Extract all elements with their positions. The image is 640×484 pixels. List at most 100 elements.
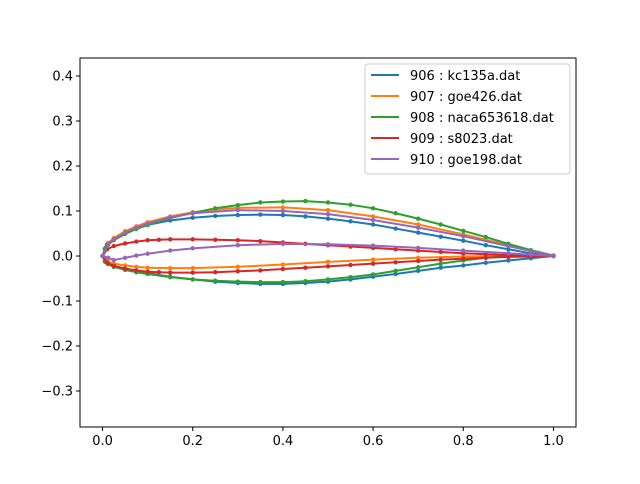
- y-tick-label: −0.1: [41, 295, 73, 310]
- data-point-910-goe198-dat: [370, 243, 376, 248]
- x-tick-label: 0.6: [363, 434, 384, 449]
- legend-label-907-goe426-dat: 907 : goe426.dat: [410, 90, 522, 105]
- data-point-909-s8023-dat: [213, 237, 218, 242]
- data-point-907-goe426-dat: [122, 263, 128, 268]
- data-point-908-naca653618-dat: [348, 202, 353, 207]
- data-point-909-s8023-dat: [111, 243, 117, 249]
- data-point-910-goe198-dat: [190, 246, 195, 251]
- data-point-909-s8023-dat: [438, 257, 443, 262]
- data-point-907-goe426-dat: [134, 264, 139, 269]
- data-point-907-goe426-dat: [280, 205, 286, 210]
- data-point-909-s8023-dat: [122, 266, 128, 271]
- data-point-906-kc135a-dat: [280, 212, 286, 218]
- data-point-907-goe426-dat: [415, 255, 421, 260]
- y-tick-label: 0.1: [52, 205, 73, 220]
- data-point-907-goe426-dat: [145, 265, 150, 270]
- data-point-906-kc135a-dat: [235, 212, 241, 218]
- data-point-909-s8023-dat: [393, 260, 398, 265]
- legend-box: [364, 63, 571, 175]
- data-point-907-goe426-dat: [415, 222, 421, 227]
- y-tick-label: 0.4: [52, 70, 73, 85]
- data-point-909-s8023-dat: [258, 268, 263, 273]
- data-point-908-naca653618-dat: [303, 279, 308, 284]
- x-tick-label: 1.0: [543, 434, 564, 449]
- data-point-906-kc135a-dat: [213, 213, 218, 219]
- data-point-908-naca653618-dat: [348, 274, 353, 280]
- data-point-910-goe198-dat: [134, 253, 139, 258]
- x-tick-label: 0.0: [92, 434, 113, 449]
- data-point-908-naca653618-dat: [303, 198, 308, 204]
- data-point-909-s8023-dat: [167, 237, 173, 242]
- data-point-908-naca653618-dat: [415, 265, 421, 270]
- data-point-908-naca653618-dat: [370, 272, 376, 277]
- data-point-906-kc135a-dat: [303, 214, 308, 219]
- y-tick-label: 0.2: [52, 160, 73, 175]
- x-tick-label: 0.8: [453, 434, 474, 449]
- data-point-910-goe198-dat: [415, 225, 421, 230]
- data-point-910-goe198-dat: [235, 243, 241, 248]
- data-point-909-s8023-dat: [167, 270, 173, 275]
- data-point-910-goe198-dat: [105, 241, 111, 247]
- data-point-907-goe426-dat: [280, 262, 286, 267]
- data-point-908-naca653618-dat: [370, 206, 376, 211]
- data-point-910-goe198-dat: [506, 243, 511, 249]
- data-point-906-kc135a-dat: [258, 212, 263, 217]
- data-point-910-goe198-dat: [415, 245, 421, 251]
- data-point-909-s8023-dat: [370, 261, 376, 266]
- data-point-906-kc135a-dat: [370, 222, 376, 227]
- data-point-906-kc135a-dat: [415, 230, 421, 235]
- data-point-910-goe198-dat: [528, 248, 534, 254]
- data-point-906-kc135a-dat: [461, 238, 466, 243]
- y-tick-label: −0.3: [41, 385, 73, 400]
- data-point-906-kc135a-dat: [483, 260, 489, 265]
- data-point-908-naca653618-dat: [280, 279, 286, 285]
- data-point-909-s8023-dat: [190, 237, 195, 242]
- data-point-910-goe198-dat: [235, 207, 241, 213]
- data-point-910-goe198-dat: [370, 217, 376, 223]
- data-point-909-s8023-dat: [258, 238, 263, 244]
- data-point-910-goe198-dat: [325, 211, 331, 217]
- data-point-907-goe426-dat: [370, 257, 376, 262]
- data-point-910-goe198-dat: [551, 253, 556, 259]
- data-point-908-naca653618-dat: [438, 222, 443, 227]
- data-point-906-kc135a-dat: [393, 271, 398, 277]
- data-point-908-naca653618-dat: [461, 228, 466, 233]
- data-point-909-s8023-dat: [122, 241, 128, 246]
- data-point-909-s8023-dat: [483, 255, 489, 260]
- y-tick-label: −0.2: [41, 340, 73, 355]
- legend-label-908-naca653618-dat: 908 : naca653618.dat: [410, 111, 554, 126]
- data-point-908-naca653618-dat: [258, 200, 263, 205]
- data-point-910-goe198-dat: [506, 251, 511, 256]
- data-point-910-goe198-dat: [190, 211, 195, 216]
- data-point-909-s8023-dat: [325, 264, 331, 269]
- data-point-906-kc135a-dat: [483, 243, 489, 248]
- data-point-906-kc135a-dat: [461, 263, 466, 268]
- data-point-908-naca653618-dat: [235, 202, 241, 208]
- data-point-909-s8023-dat: [415, 258, 421, 264]
- data-point-909-s8023-dat: [303, 265, 308, 270]
- data-point-910-goe198-dat: [100, 253, 105, 259]
- data-point-910-goe198-dat: [280, 208, 286, 214]
- series-910-goe198-dat: [100, 207, 556, 263]
- data-point-910-goe198-dat: [145, 251, 150, 256]
- data-point-909-s8023-dat: [156, 270, 162, 275]
- data-point-908-naca653618-dat: [258, 279, 263, 285]
- data-point-908-naca653618-dat: [235, 279, 241, 284]
- data-point-907-goe426-dat: [235, 264, 241, 269]
- data-point-910-goe198-dat: [325, 242, 331, 247]
- data-point-906-kc135a-dat: [190, 215, 195, 220]
- data-point-908-naca653618-dat: [325, 200, 331, 205]
- data-point-909-s8023-dat: [145, 269, 150, 274]
- data-point-908-naca653618-dat: [167, 274, 173, 280]
- data-point-910-goe198-dat: [461, 234, 466, 239]
- data-point-909-s8023-dat: [235, 269, 241, 274]
- data-point-908-naca653618-dat: [415, 216, 421, 221]
- data-point-910-goe198-dat: [111, 237, 117, 242]
- data-point-910-goe198-dat: [111, 257, 117, 263]
- data-point-906-kc135a-dat: [415, 268, 421, 274]
- data-point-909-s8023-dat: [280, 266, 286, 272]
- data-point-910-goe198-dat: [528, 252, 534, 257]
- x-tick-label: 0.4: [273, 434, 294, 449]
- data-point-909-s8023-dat: [134, 239, 139, 244]
- data-point-909-s8023-dat: [235, 238, 241, 243]
